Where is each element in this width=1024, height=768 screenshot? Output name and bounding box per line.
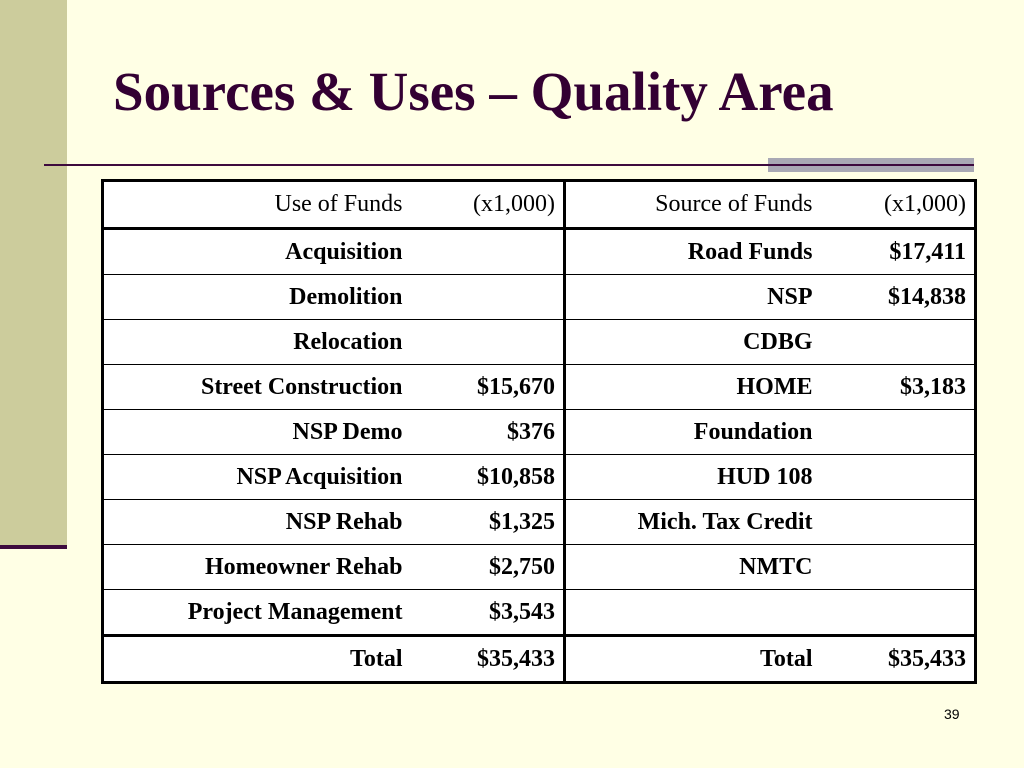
header-use-of-funds: Use of Funds xyxy=(102,180,411,230)
side-decor-line xyxy=(0,545,67,549)
use-amount xyxy=(410,319,566,365)
slide-title: Sources & Uses – Quality Area xyxy=(113,61,834,122)
title-rule-accent-lower xyxy=(768,166,974,172)
title-rule-accent xyxy=(768,158,974,164)
use-label: Acquisition xyxy=(102,228,411,275)
source-label: HUD 108 xyxy=(564,454,821,500)
use-label: Relocation xyxy=(102,319,411,365)
header-source-amount: (x1,000) xyxy=(820,180,976,230)
use-amount: $15,670 xyxy=(410,364,566,410)
use-amount: $2,750 xyxy=(410,544,566,590)
use-amount xyxy=(410,228,566,275)
source-label xyxy=(564,589,821,636)
source-amount xyxy=(820,589,976,636)
source-amount xyxy=(820,544,976,590)
source-label: NSP xyxy=(564,274,821,320)
table-header-row: Use of Funds (x1,000) Source of Funds (x… xyxy=(102,180,976,230)
table-total-row: Total $35,433 Total $35,433 xyxy=(102,634,976,683)
source-label: Mich. Tax Credit xyxy=(564,499,821,545)
use-label: Project Management xyxy=(102,589,411,636)
table-row: NSP Rehab $1,325 Mich. Tax Credit xyxy=(102,499,976,545)
table-row: Acquisition Road Funds $17,411 xyxy=(102,228,976,275)
header-use-amount: (x1,000) xyxy=(410,180,566,230)
use-amount: $1,325 xyxy=(410,499,566,545)
source-label: NMTC xyxy=(564,544,821,590)
slide-number: 39 xyxy=(944,706,960,722)
use-label: NSP Demo xyxy=(102,409,411,455)
side-decor-band xyxy=(0,0,67,545)
header-source-of-funds: Source of Funds xyxy=(564,180,821,230)
table-row: Relocation CDBG xyxy=(102,319,976,365)
use-label: Demolition xyxy=(102,274,411,320)
source-amount xyxy=(820,499,976,545)
source-label: Foundation xyxy=(564,409,821,455)
source-amount: $14,838 xyxy=(820,274,976,320)
table-row: NSP Acquisition $10,858 HUD 108 xyxy=(102,454,976,500)
table-row: NSP Demo $376 Foundation xyxy=(102,409,976,455)
use-amount xyxy=(410,274,566,320)
table-row: Street Construction $15,670 HOME $3,183 xyxy=(102,364,976,410)
table-row: Project Management $3,543 xyxy=(102,589,976,636)
sources-uses-table: Use of Funds (x1,000) Source of Funds (x… xyxy=(101,179,977,684)
title-rule xyxy=(44,164,974,166)
source-label: Road Funds xyxy=(564,228,821,275)
source-amount: $3,183 xyxy=(820,364,976,410)
source-amount xyxy=(820,319,976,365)
use-amount: $376 xyxy=(410,409,566,455)
use-total-label: Total xyxy=(102,634,411,683)
source-total-label: Total xyxy=(564,634,821,683)
use-label: NSP Rehab xyxy=(102,499,411,545)
table-row: Homeowner Rehab $2,750 NMTC xyxy=(102,544,976,590)
source-total-amount: $35,433 xyxy=(820,634,976,683)
source-label: HOME xyxy=(564,364,821,410)
use-label: Street Construction xyxy=(102,364,411,410)
source-amount xyxy=(820,409,976,455)
use-total-amount: $35,433 xyxy=(410,634,566,683)
use-label: NSP Acquisition xyxy=(102,454,411,500)
table-row: Demolition NSP $14,838 xyxy=(102,274,976,320)
source-amount xyxy=(820,454,976,500)
source-label: CDBG xyxy=(564,319,821,365)
use-amount: $10,858 xyxy=(410,454,566,500)
use-amount: $3,543 xyxy=(410,589,566,636)
use-label: Homeowner Rehab xyxy=(102,544,411,590)
source-amount: $17,411 xyxy=(820,228,976,275)
